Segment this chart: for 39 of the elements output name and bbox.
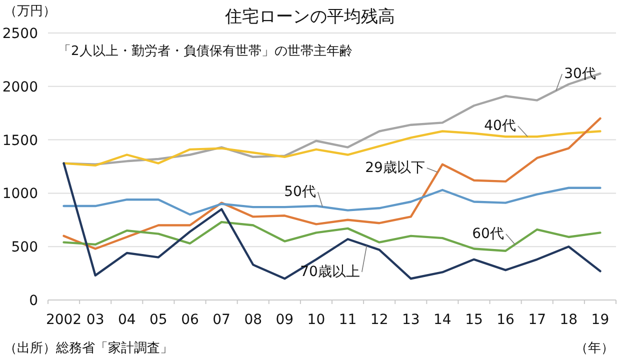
y-tick-label: 2000 [2, 79, 38, 96]
text: 「2人以上・勤労者・負債保有世帯」の世帯主年齢 [58, 43, 352, 59]
x-tick-label: 03 [86, 312, 104, 328]
x-tick-label: 12 [370, 312, 388, 328]
x-tick-label: 14 [434, 312, 452, 328]
series-label: 50代 [284, 184, 316, 200]
y-tick-label: 500 [11, 240, 38, 256]
series-label: 30代 [564, 66, 596, 82]
x-tick-label: 08 [244, 312, 262, 328]
x-tick-label: 16 [496, 312, 515, 328]
series-label: 60代 [472, 226, 504, 242]
x-tick-label: 04 [118, 312, 136, 328]
x-tick-label: 15 [465, 312, 483, 328]
x-tick-label: 05 [150, 312, 168, 328]
x-tick-label: 07 [212, 312, 230, 328]
line-series [62, 186, 602, 216]
line-series [62, 162, 602, 280]
y-tick-label: 0 [29, 293, 38, 309]
x-axis-title: （年） [575, 341, 614, 356]
y-tick-label: 2500 [2, 26, 38, 42]
x-tick-label: 2002 [46, 312, 82, 328]
x-tick-label: 11 [338, 312, 357, 328]
line-series [62, 220, 602, 252]
x-tick-label: 06 [181, 312, 199, 328]
x-tick-label: 10 [307, 312, 326, 328]
text: （出所）総務省「家計調査」 [4, 340, 173, 356]
x-tick-label: 13 [402, 312, 420, 328]
series-label: 70歳以上 [300, 264, 360, 280]
series-label: 40代 [484, 118, 516, 134]
x-tick-label: 19 [591, 312, 610, 328]
y-tick-label: 1500 [2, 132, 38, 149]
x-tick-label: 17 [528, 312, 546, 328]
y-axis-title: （万円） [4, 4, 56, 19]
y-tick-label: 1000 [2, 186, 38, 202]
x-tick-label: 18 [560, 312, 578, 328]
chart-title: 住宅ローンの平均残高 [224, 7, 395, 27]
line-series [62, 117, 602, 250]
series-label: 29歳以下 [365, 160, 425, 176]
x-tick-label: 09 [276, 312, 294, 328]
